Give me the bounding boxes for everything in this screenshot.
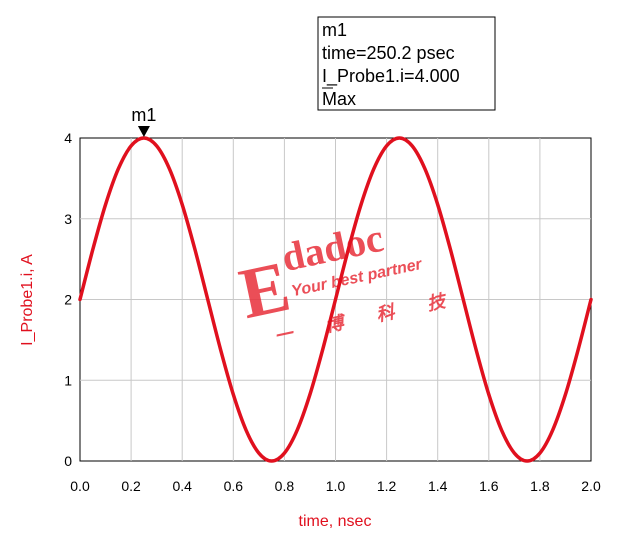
y-tick-label: 2 [64, 292, 72, 308]
x-tick-label: 0.0 [70, 478, 90, 494]
marker-readout-mode: Max [322, 89, 356, 109]
x-tick-label: 1.6 [479, 478, 499, 494]
x-tick-label: 1.8 [530, 478, 550, 494]
y-axis-label: I_Probe1.i, A [19, 254, 36, 346]
x-tick-label: 0.8 [275, 478, 295, 494]
watermark-chinese-1: 一 [273, 323, 297, 347]
marker-readout-box [317, 16, 496, 111]
x-tick-label: 1.2 [377, 478, 397, 494]
marker-readout-name: m1 [322, 20, 347, 40]
series-line [78, 136, 593, 463]
x-tick-label: 0.2 [121, 478, 141, 494]
x-tick-label: 2.0 [581, 478, 601, 494]
x-tick-label: 0.6 [224, 478, 244, 494]
watermark-chinese-4: 技 [425, 290, 450, 314]
marker-readout-time: time=250.2 psec [322, 43, 455, 63]
y-tick-label: 3 [64, 211, 72, 227]
y-tick-label: 4 [64, 130, 72, 146]
marker-label: m1 [131, 105, 156, 125]
x-tick-label: 1.0 [326, 478, 346, 494]
tick-labels: 0.0 0.2 0.4 0.6 0.8 1.0 1.2 1.4 1.6 1.8 2.0 0 1 2 3 4 [64, 130, 601, 494]
x-tick-label: 0.4 [172, 478, 192, 494]
y-tick-label: 0 [64, 453, 72, 469]
y-tick-label: 1 [64, 372, 72, 388]
x-axis-label: time, nsec [299, 513, 372, 530]
x-tick-label: 1.4 [428, 478, 448, 494]
marker-readout-value: I_Probe1.i=4.000 [322, 66, 460, 87]
watermark-chinese-3: 科 [374, 301, 398, 325]
marker[interactable]: m1 [131, 105, 156, 137]
marker-readout: m1 time=250.2 psec I_Probe1.i=4.000 Max [317, 16, 496, 111]
grid [80, 138, 591, 461]
marker-triangle-icon[interactable] [137, 126, 150, 137]
